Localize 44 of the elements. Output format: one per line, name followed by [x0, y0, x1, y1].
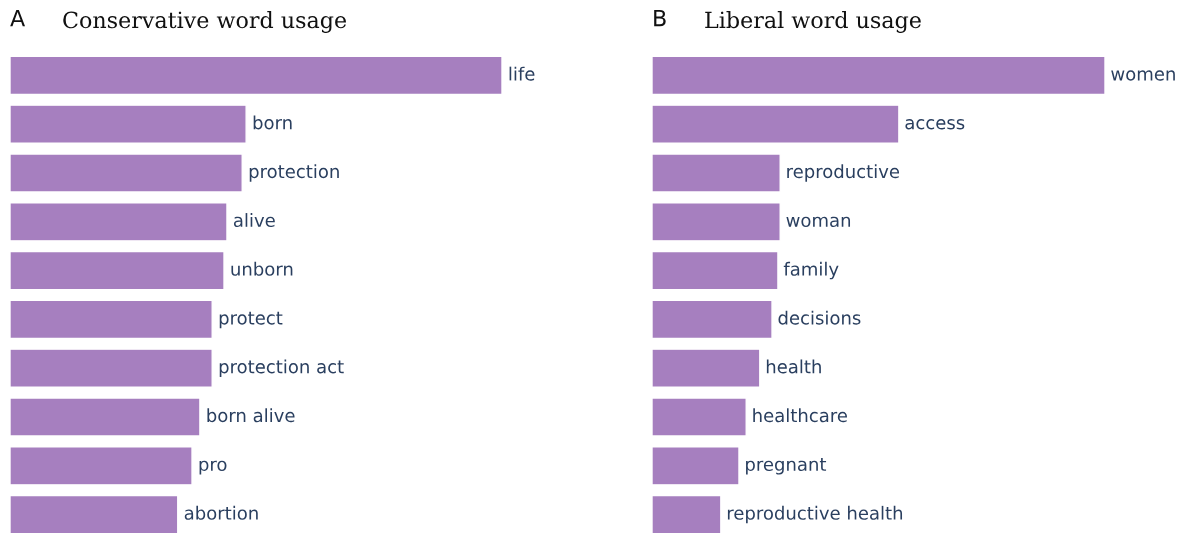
bar: [10, 299, 213, 340]
bar: [10, 202, 228, 242]
bar: [10, 250, 225, 291]
bar: [652, 104, 900, 144]
y-tick-label: woman: [786, 216, 851, 228]
y-tick-label: born: [253, 115, 292, 130]
y-tick-label: access: [905, 119, 965, 130]
y-tick-label: protect: [219, 311, 283, 329]
y-tick-label: women: [1111, 70, 1175, 81]
text: B: [654, 9, 666, 27]
bar: [652, 348, 761, 388]
y-tick-label: abortion: [184, 505, 258, 520]
bar: [10, 494, 179, 535]
bar: [10, 348, 213, 388]
y-tick-label: alive: [233, 213, 275, 228]
y-tick-label: health: [766, 359, 821, 374]
y-tick-label: pregnant: [746, 458, 827, 475]
bar: [10, 397, 201, 437]
bar: [652, 494, 722, 535]
bar: [10, 446, 193, 486]
bar: [10, 55, 503, 96]
bar: [10, 104, 247, 144]
bar: [652, 153, 781, 193]
y-tick-label: born alive: [207, 408, 295, 423]
y-tick-label: family: [783, 261, 839, 280]
text: A: [10, 9, 26, 27]
y-tick-label: protection: [249, 164, 339, 182]
y-tick-label: pro: [199, 460, 227, 475]
y-tick-label: decisions: [778, 310, 861, 325]
y-tick-label: reproductive: [787, 164, 900, 182]
bar: [652, 202, 781, 242]
y-tick-label: healthcare: [753, 408, 847, 423]
bar: [652, 250, 779, 291]
bar: [652, 446, 740, 486]
chart-title: Liberal word usage: [705, 11, 921, 33]
y-tick-label: life: [509, 66, 535, 81]
chart-title: Conservative word usage: [63, 11, 347, 33]
y-tick-label: protection act: [219, 359, 344, 377]
y-tick-label: reproductive health: [727, 505, 903, 524]
y-tick-label: unborn: [231, 261, 293, 276]
bar: [652, 397, 747, 437]
bar: [652, 299, 773, 340]
bar: [10, 153, 243, 193]
bar: [652, 55, 1106, 96]
